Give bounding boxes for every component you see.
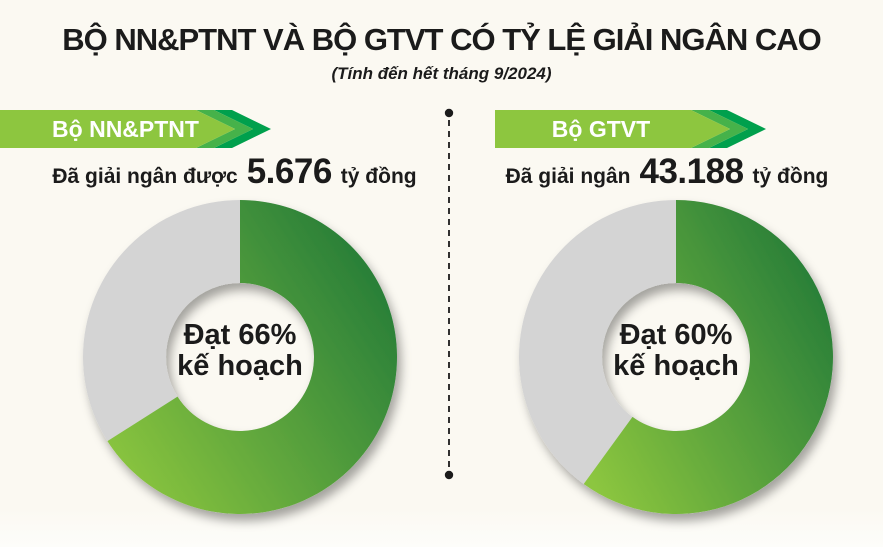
divider-top-dot [444,108,454,118]
donut-chart-nnptnt [83,200,398,514]
ribbon-label: Bộ GTVT [551,116,651,142]
ribbon-bo-gtvt: Bộ GTVT [495,110,767,148]
donut-value-slice [583,200,833,514]
center-line1: Đạt 60% [619,319,733,351]
disbursed-amount-nnptnt: Đã giải ngân được 5.676 tỷ đồng [12,152,457,196]
ribbon-label: Bộ NN&PTNT [52,116,199,142]
amount-value: 43.188 [639,152,744,191]
center-line2: kế hoạch [613,350,739,383]
page-title: BỘ NN&PTNT VÀ BỘ GTVT CÓ TỶ LỆ GIẢI NGÂN… [62,22,822,57]
amount-prefix: Đã giải ngân được [52,165,238,188]
ribbon-arrow-icon [0,110,271,148]
divider-bottom-dot [444,470,454,480]
amount-value: 5.676 [246,152,333,191]
donut-chart-gtvt [519,200,833,514]
ribbon-bo-nnptnt: Bộ NN&PTNT [0,110,272,148]
page-subtitle: (Tính đến hết tháng 9/2024) [331,64,552,83]
ribbon-arrow-icon [495,110,766,148]
amount-suffix: tỷ đồng [340,165,417,188]
amount-prefix: Đã giải ngân [505,165,631,188]
center-line1: Đạt 66% [183,319,297,351]
center-line2: kế hoạch [177,350,303,383]
donut-center-label-nnptnt: Đạt 66% kế hoạch [130,319,350,383]
divider-dashed-line [444,108,454,480]
disbursed-amount-gtvt: Đã giải ngân 43.188 tỷ đồng [452,152,882,196]
donut-value-slice [107,200,398,514]
donut-center-label-gtvt: Đạt 60% kế hoạch [566,319,786,383]
amount-suffix: tỷ đồng [752,165,829,188]
